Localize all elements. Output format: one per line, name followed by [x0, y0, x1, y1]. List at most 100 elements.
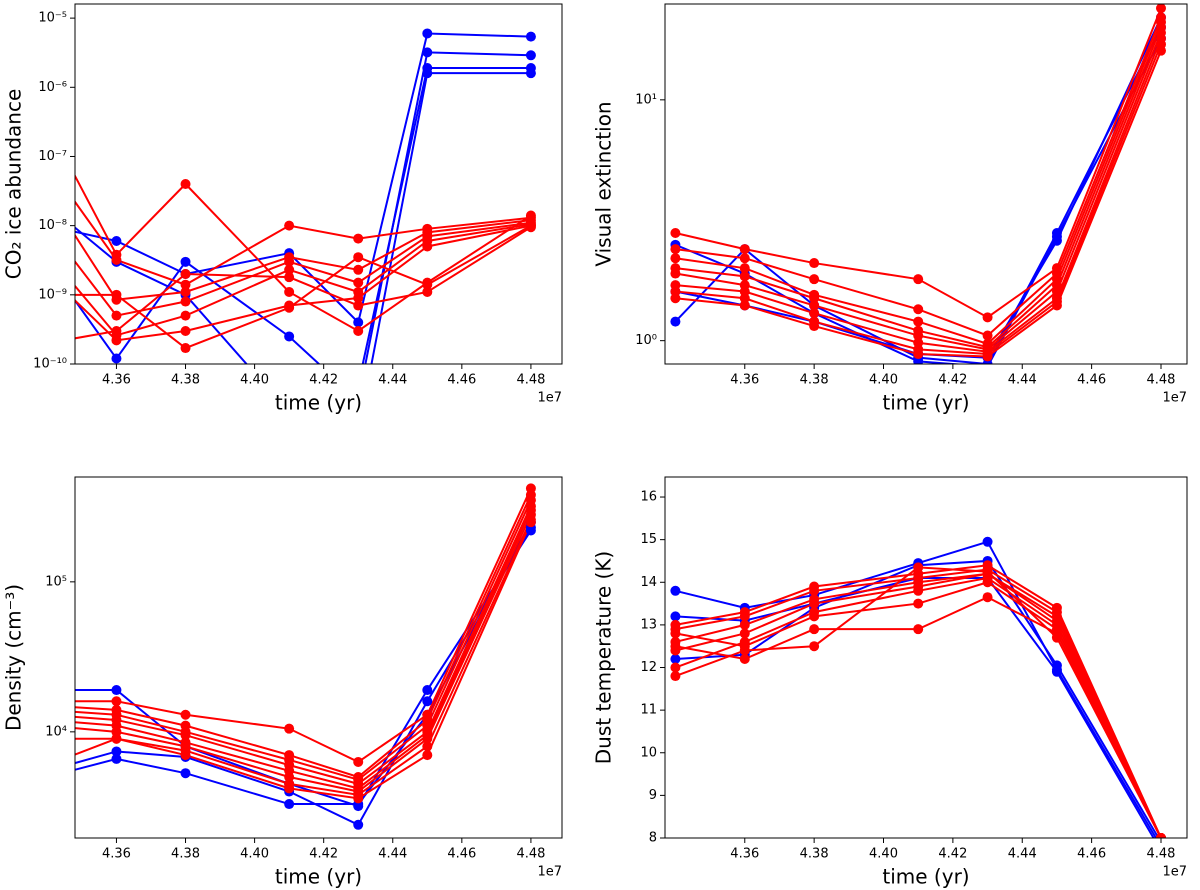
data-point [913, 316, 924, 327]
x-tick-label: 4.46 [1077, 847, 1106, 862]
data-point [284, 783, 295, 794]
data-point [42, 118, 52, 128]
data-point [913, 624, 924, 635]
plot-area [670, 4, 1166, 364]
data-point [42, 338, 52, 348]
data-point [809, 611, 820, 622]
x-tick-label: 4.46 [1077, 373, 1106, 388]
x-tick-label: 4.42 [938, 373, 967, 388]
y-tick-label: 13 [640, 617, 657, 632]
plot-area [670, 536, 1166, 838]
y-tick-label: 10 [640, 745, 657, 760]
data-point [180, 709, 191, 720]
data-point [353, 252, 364, 263]
y-tick-label: 10⁵ [45, 574, 67, 589]
x-tick-label: 4.44 [1008, 373, 1037, 388]
data-point [1051, 235, 1062, 246]
y-tick-label: 8 [649, 831, 657, 846]
y-tick-label: 10⁰ [635, 333, 657, 348]
data-point [670, 671, 681, 682]
data-point [670, 662, 681, 673]
data-point [353, 233, 364, 244]
data-point [525, 517, 536, 528]
data-point [284, 272, 295, 283]
data-point [670, 268, 681, 279]
data-point [670, 244, 681, 255]
data-point [913, 562, 924, 573]
data-point [913, 349, 924, 360]
data-point [284, 220, 295, 231]
data-point [111, 733, 122, 744]
data-point [111, 685, 122, 696]
data-point [982, 577, 993, 588]
data-point [739, 619, 750, 630]
data-point [353, 756, 364, 767]
panel: 4.36 4.38 4.40 4.42 4.44 4.46 4.48 10⁴ 10⁵ time (… [2, 476, 563, 889]
data-point [42, 696, 52, 706]
data-point [111, 746, 122, 757]
data-point [180, 269, 191, 279]
x-tick-label: 4.36 [102, 373, 131, 388]
panel: 4.36 4.38 4.40 4.42 4.44 4.46 4.48 10⁻¹⁰ 10⁻⁹ 10⁻… [2, 3, 563, 415]
x-axis-label: time (yr) [882, 391, 969, 415]
x-tick-label: 4.40 [869, 373, 898, 388]
data-point [181, 387, 191, 397]
x-tick-label: 4.42 [309, 847, 338, 862]
data-point [422, 696, 433, 707]
data-point [913, 585, 924, 596]
data-point [913, 274, 924, 285]
y-axis-label: Visual extinction [592, 101, 616, 266]
data-point [353, 317, 364, 328]
x-offset-label: 1e7 [537, 391, 562, 406]
x-tick-label: 4.40 [240, 847, 269, 862]
data-point [180, 343, 191, 354]
data-point [422, 28, 433, 39]
data-point [42, 772, 52, 782]
x-tick-label: 4.48 [516, 373, 545, 388]
x-offset-label: 1e7 [1162, 865, 1187, 880]
data-point [42, 700, 52, 710]
x-tick-label: 4.42 [309, 373, 338, 388]
data-point [111, 235, 122, 246]
data-point [42, 705, 52, 715]
data-point [42, 760, 52, 770]
data-point [422, 47, 433, 58]
x-offset-label: 1e7 [1162, 391, 1187, 406]
data-point [1051, 632, 1062, 643]
data-point [284, 264, 295, 275]
data-point [284, 331, 295, 342]
data-point [525, 50, 536, 61]
data-point [111, 254, 122, 265]
data-point [982, 592, 993, 603]
data-point [525, 68, 536, 79]
data-point [1155, 833, 1166, 838]
data-point [284, 256, 295, 267]
data-point [670, 227, 681, 238]
x-tick-label: 4.38 [171, 373, 200, 388]
data-point [739, 300, 750, 311]
data-point [670, 585, 681, 596]
x-offset-label: 1e7 [537, 865, 562, 880]
data-point [982, 566, 993, 577]
data-point [111, 753, 122, 764]
data-point [42, 248, 52, 258]
y-tick-label: 12 [640, 660, 657, 675]
axes-frame [664, 3, 1188, 365]
data-point [913, 330, 924, 341]
x-tick-label: 4.36 [730, 847, 759, 862]
data-point [180, 768, 191, 779]
plot-area [42, 28, 536, 397]
data-point [42, 200, 52, 210]
data-point [1155, 4, 1166, 14]
data-point [739, 653, 750, 664]
data-point [809, 641, 820, 652]
data-point [180, 310, 191, 321]
data-point [982, 312, 993, 323]
data-point [180, 325, 191, 336]
data-point [1051, 666, 1062, 677]
y-tick-label: 11 [640, 703, 657, 718]
plot-area [42, 483, 536, 830]
y-tick-label: 10⁻⁷ [38, 149, 67, 164]
panel: 4.36 4.38 4.40 4.42 4.44 4.46 4.48 10⁰ 10¹ time (… [592, 3, 1188, 415]
